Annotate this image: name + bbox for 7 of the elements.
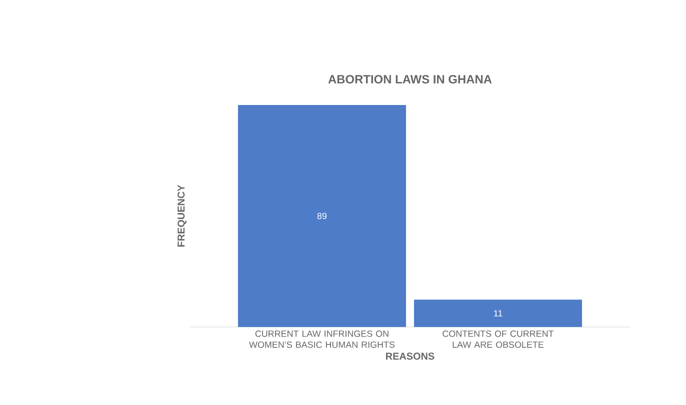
x-tick-label: CURRENT LAW INFRINGES ON WOMEN’S BASIC HUMAN RIGHTS	[249, 330, 395, 348]
y-axis-title: FREQUENCY	[178, 184, 186, 247]
data-label: 11	[494, 310, 502, 316]
data-label: 89	[317, 212, 327, 220]
chart-title: ABORTION LAWS IN GHANA	[328, 75, 492, 84]
x-tick-label: CONTENTS OF CURRENT LAW ARE OBSOLETE	[442, 330, 554, 348]
x-axis-title: REASONS	[386, 352, 434, 360]
